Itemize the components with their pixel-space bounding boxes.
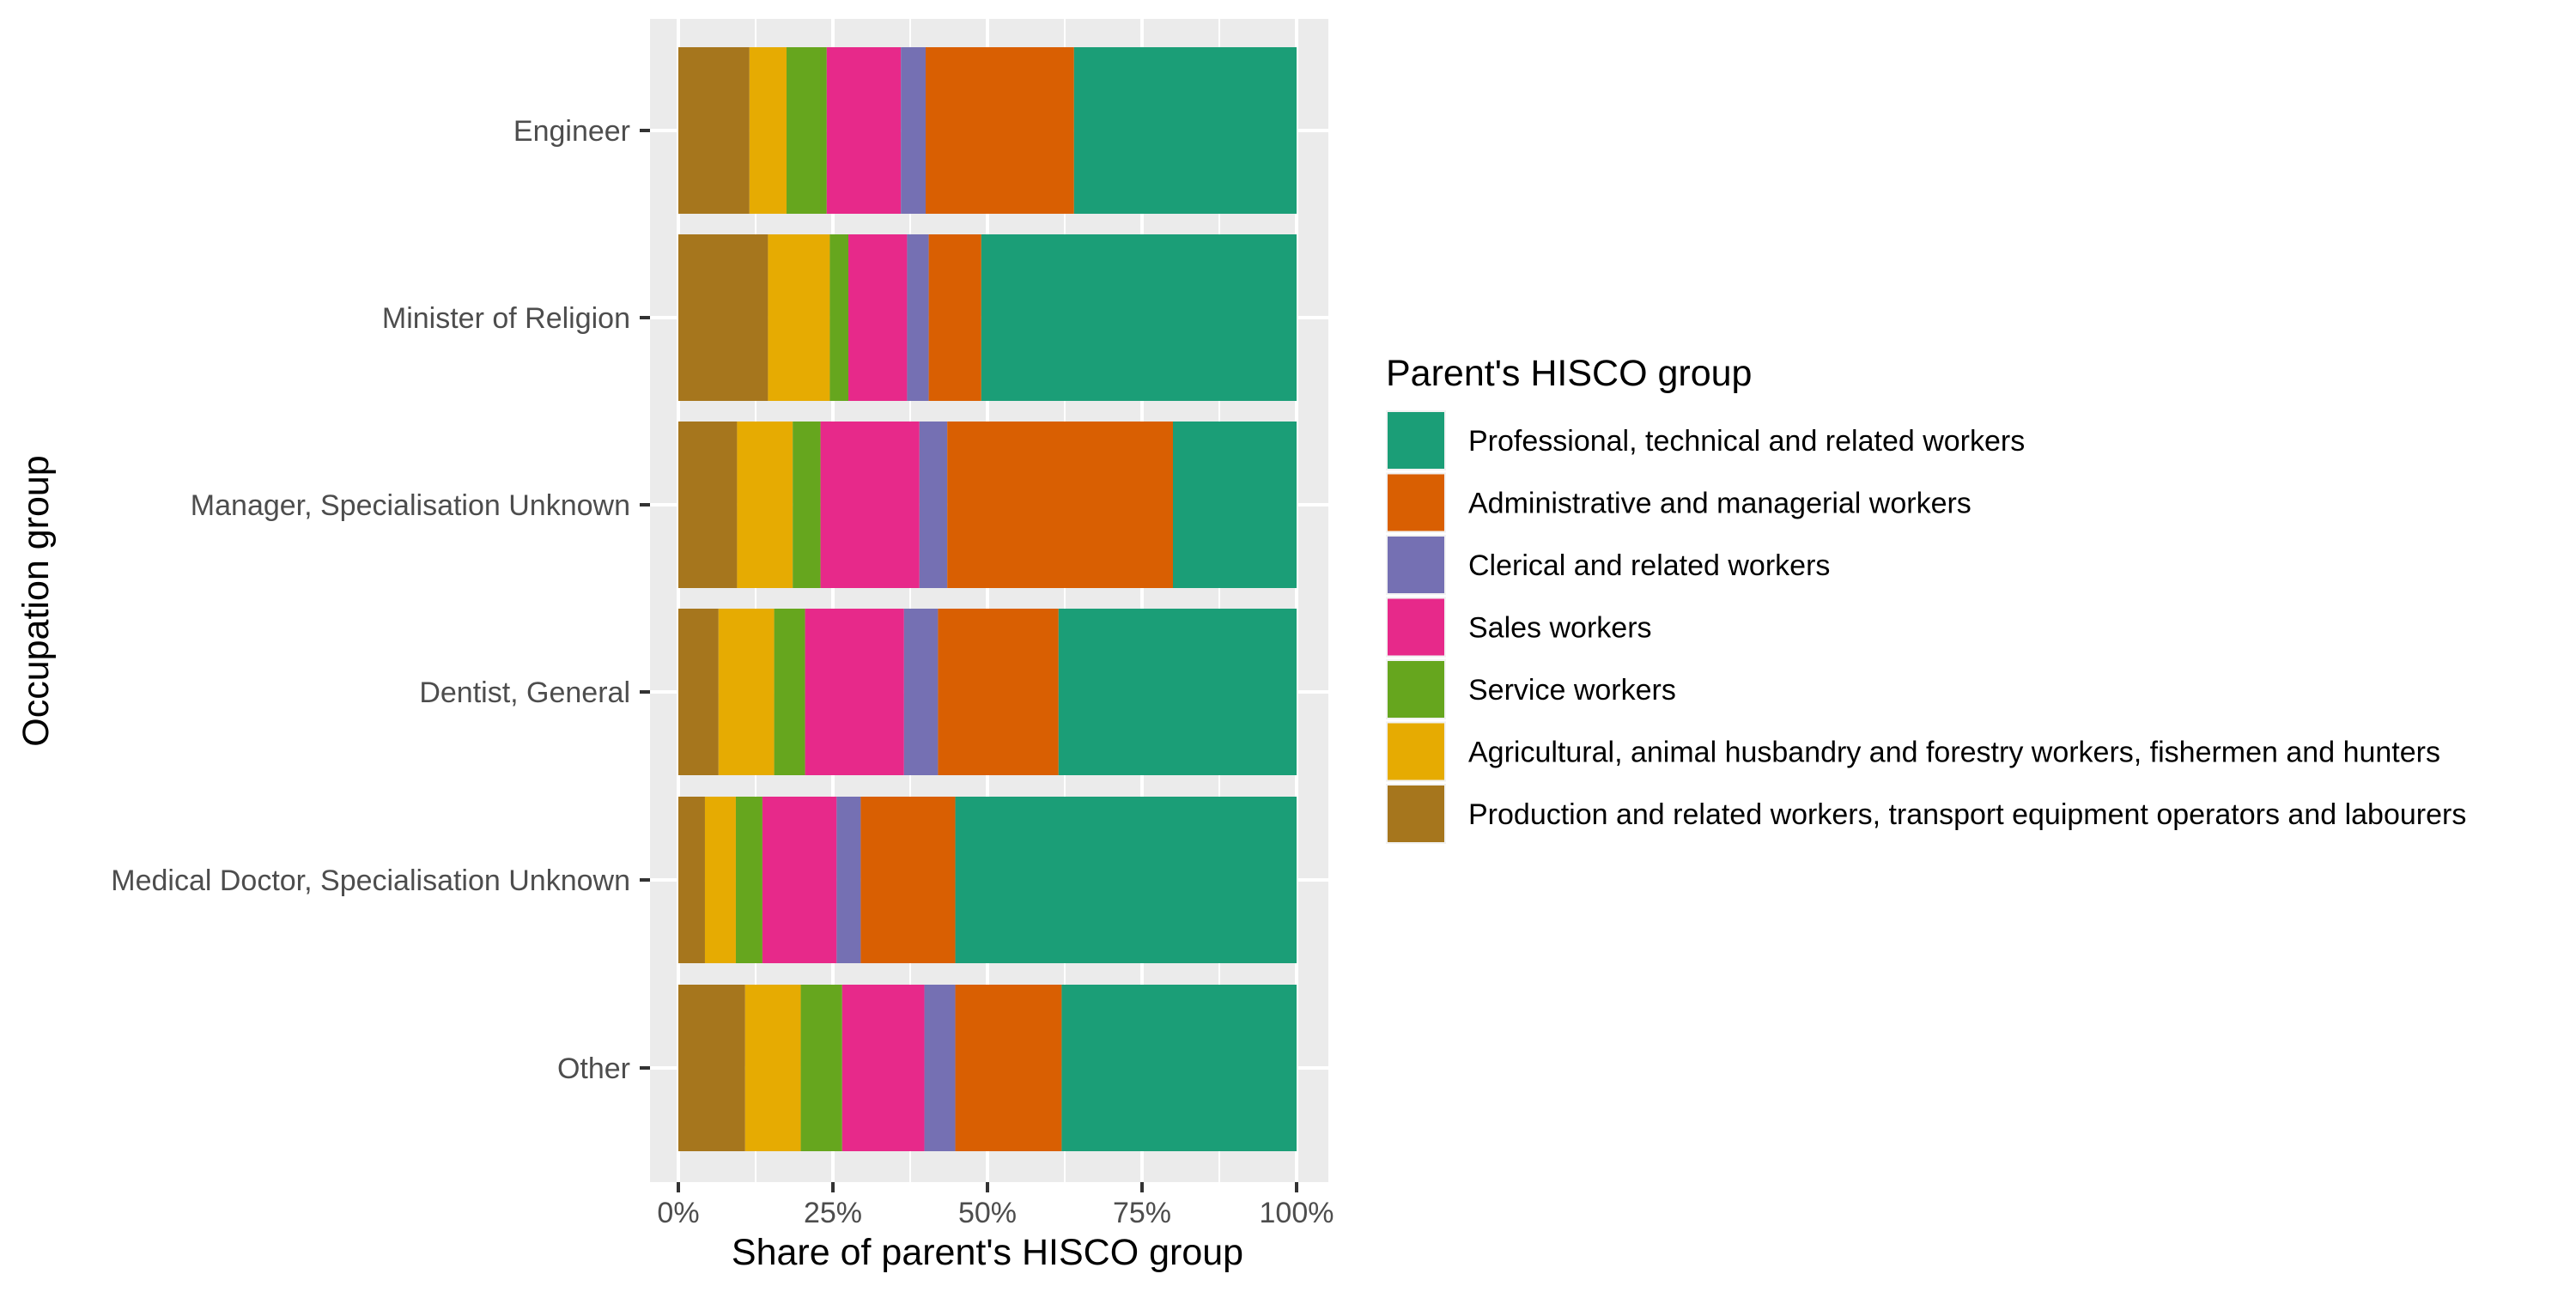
bar-segment (805, 609, 904, 775)
legend-item: Sales workers (1386, 597, 1652, 658)
legend-label: Sales workers (1468, 612, 1652, 645)
y-axis: Engineer Minister of Religion Manager, Spe… (111, 115, 650, 1085)
bar-segment (901, 47, 926, 214)
bar-segment (836, 797, 861, 963)
bar-segment (800, 985, 842, 1151)
bar-segment (787, 47, 827, 214)
legend-item: Service workers (1386, 659, 1676, 719)
legend-item: Agricultural, animal husbandry and fores… (1386, 721, 2440, 782)
x-tick-label: 100% (1260, 1197, 1334, 1229)
bar-segment (678, 609, 719, 775)
legend-label: Professional, technical and related work… (1468, 425, 2025, 458)
bar-segment (1073, 47, 1297, 214)
bar-segment (678, 47, 750, 214)
legend-item: Professional, technical and related work… (1386, 410, 2025, 470)
legend-label: Clerical and related workers (1468, 549, 1830, 582)
bar-segment (829, 234, 848, 401)
bar-segment (1173, 422, 1297, 588)
legend-item: Production and related workers, transpor… (1386, 784, 2466, 844)
bar-segment (793, 422, 821, 588)
bar-segment (928, 234, 981, 401)
legend-label: Administrative and managerial workers (1468, 488, 1971, 520)
bar-segment (735, 797, 762, 963)
bar-segment (848, 234, 908, 401)
bar-segment (955, 985, 1062, 1151)
bar-segment (947, 422, 1173, 588)
x-axis-title: Share of parent's HISCO group (732, 1232, 1243, 1273)
legend-swatch (1388, 474, 1444, 531)
legend-label: Agricultural, animal husbandry and fores… (1468, 737, 2440, 769)
y-tick-label: Other (557, 1052, 630, 1085)
legend-swatch (1388, 786, 1444, 842)
x-tick-label: 50% (958, 1197, 1017, 1229)
bar-segment (841, 985, 925, 1151)
bar-segment (744, 985, 801, 1151)
bar-segment (749, 47, 787, 214)
bar-segment (826, 47, 902, 214)
bar-segment (919, 422, 948, 588)
bars (678, 47, 1297, 1151)
bar-segment (820, 422, 920, 588)
bar-segment (1061, 985, 1297, 1151)
bar-segment (678, 422, 738, 588)
bar-segment (1058, 609, 1297, 775)
bar-segment (924, 985, 956, 1151)
legend-swatch (1388, 412, 1444, 469)
bar-segment (737, 422, 793, 588)
legend-label: Service workers (1468, 674, 1676, 707)
legend-item: Administrative and managerial workers (1386, 472, 1971, 533)
bar-segment (907, 234, 929, 401)
bar-segment (981, 234, 1297, 401)
legend-swatch (1388, 598, 1444, 656)
bar-segment (938, 609, 1059, 775)
bar-segment (768, 234, 830, 401)
bar-segment (774, 609, 805, 775)
bar-segment (860, 797, 956, 963)
bar-segment (718, 609, 775, 775)
x-tick-label: 25% (804, 1197, 862, 1229)
bar-segment (678, 985, 745, 1151)
bar-segment (955, 797, 1297, 963)
y-tick-label: Engineer (513, 115, 630, 148)
legend-swatch (1388, 537, 1444, 593)
bar-segment (678, 797, 705, 963)
legend-item: Clerical and related workers (1386, 535, 1830, 595)
bar-segment (926, 47, 1074, 214)
x-axis: 0% 25% 50% 75% 100% (657, 1182, 1334, 1229)
legend-swatch (1388, 723, 1444, 780)
y-axis-title: Occupation group (15, 455, 57, 746)
bar-segment (762, 797, 837, 963)
x-tick-label: 75% (1113, 1197, 1171, 1229)
legend-swatch (1388, 661, 1444, 718)
y-tick-label: Manager, Specialisation Unknown (191, 489, 630, 522)
legend: Parent's HISCO group Professional, techn… (1386, 353, 2466, 844)
x-tick-label: 0% (657, 1197, 699, 1229)
bar-segment (704, 797, 736, 963)
y-tick-label: Dentist, General (419, 676, 630, 709)
y-tick-label: Minister of Religion (382, 302, 630, 335)
bar-segment (678, 234, 769, 401)
legend-title: Parent's HISCO group (1386, 353, 1752, 394)
legend-label: Production and related workers, transpor… (1468, 798, 2466, 831)
y-tick-label: Medical Doctor, Specialisation Unknown (111, 864, 630, 897)
bar-segment (903, 609, 939, 775)
